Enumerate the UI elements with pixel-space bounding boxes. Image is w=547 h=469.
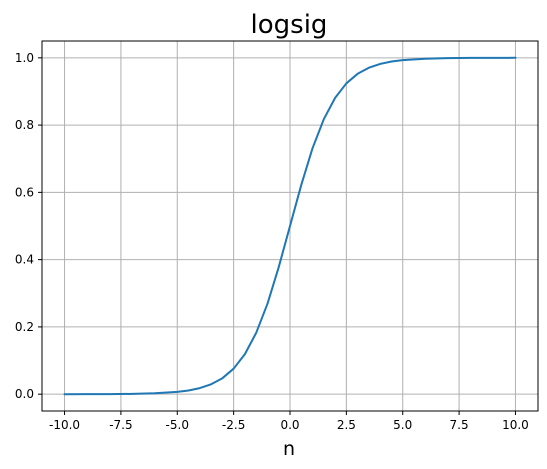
y-tick-label: 1.0 — [15, 51, 34, 65]
x-tick-label: 0.0 — [280, 418, 299, 432]
y-axis-ticks: 0.0 0.2 0.4 0.6 0.8 1.0 — [15, 51, 42, 401]
x-tick-label: -10.0 — [49, 418, 80, 432]
y-tick-label: 0.2 — [15, 320, 34, 334]
y-tick-label: 0.0 — [15, 387, 34, 401]
x-tick-label: -7.5 — [109, 418, 132, 432]
chart-title: logsig — [251, 10, 328, 40]
x-axis-label: n — [283, 438, 295, 460]
series-line-logsig — [63, 56, 517, 396]
y-tick-label: 0.8 — [15, 118, 34, 132]
x-axis-ticks: -10.0 -7.5 -5.0 -2.5 0.0 2.5 5.0 7.5 10.0 — [49, 411, 529, 432]
series-layer — [63, 56, 517, 396]
x-tick-label: 5.0 — [393, 418, 412, 432]
x-tick-label: 2.5 — [337, 418, 356, 432]
x-tick-label: -5.0 — [166, 418, 189, 432]
y-tick-label: 0.4 — [15, 253, 34, 267]
x-tick-label: -2.5 — [222, 418, 245, 432]
x-tick-label: 10.0 — [502, 418, 529, 432]
x-tick-label: 7.5 — [450, 418, 469, 432]
y-tick-label: 0.6 — [15, 185, 34, 199]
